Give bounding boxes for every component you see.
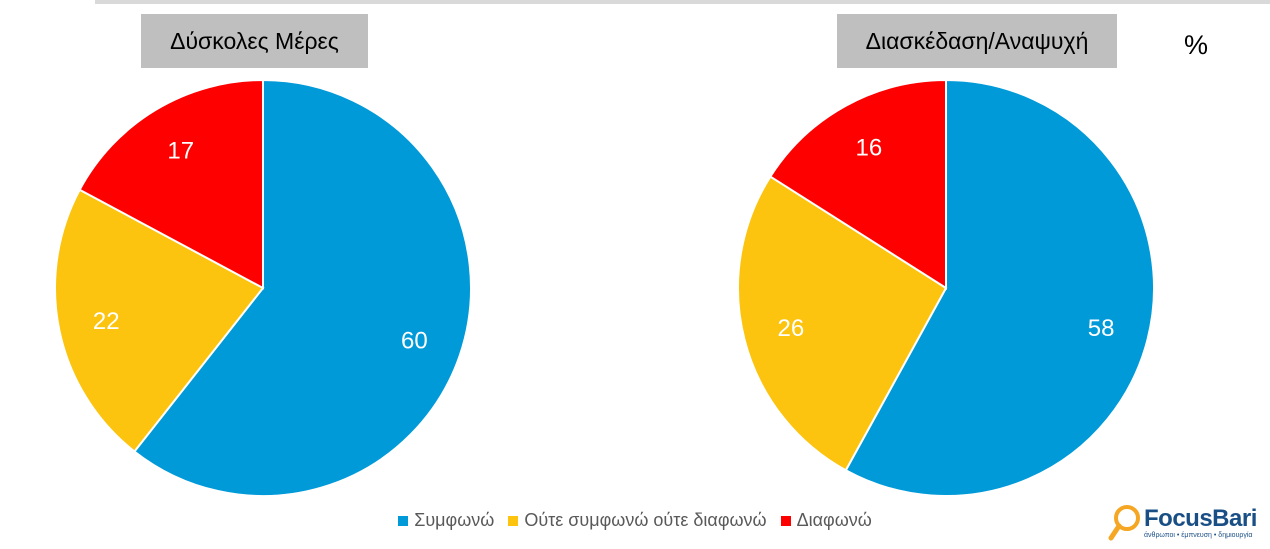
pie1-label-agree: 60 xyxy=(401,327,428,354)
legend-swatch-neutral xyxy=(508,515,519,526)
pie1-slice-agree xyxy=(133,78,472,497)
pie2-slice-disagree xyxy=(768,78,947,290)
pie1-label-neutral: 22 xyxy=(93,308,120,335)
pie1-label-disagree: 17 xyxy=(167,138,194,165)
pie2-label-agree: 58 xyxy=(1088,315,1115,342)
legend-swatch-agree xyxy=(398,515,409,526)
legend-item-agree: Συμφωνώ xyxy=(398,510,494,531)
legend-item-disagree: Διαφωνώ xyxy=(780,510,872,531)
legend-swatch-disagree xyxy=(780,515,791,526)
pie2-slice-neutral xyxy=(737,175,948,472)
percent-unit-label: % xyxy=(1184,30,1209,60)
pie2-label-disagree: 16 xyxy=(855,135,882,162)
legend-item-neutral: Ούτε συμφωνώ ούτε διαφωνώ xyxy=(508,510,767,531)
legend: Συμφωνώ Ούτε συμφωνώ ούτε διαφωνώ Διαφων… xyxy=(0,510,1270,531)
focusbari-logo: FocusBari άνθρωποι • έμπνευση • δημιουργ… xyxy=(1108,502,1258,544)
pie2-slice-agree xyxy=(844,78,1155,497)
magnifier-icon xyxy=(1108,505,1140,541)
pie1-slice-neutral xyxy=(54,188,265,453)
pie2-label-neutral: 26 xyxy=(778,315,805,342)
pie1-slice-disagree xyxy=(78,78,264,290)
chart-title-right: Διασκέδαση/Αναψυχή xyxy=(837,14,1117,68)
top-divider xyxy=(95,0,1270,4)
logo-tagline: άνθρωποι • έμπνευση • δημιουργία xyxy=(1144,532,1253,539)
chart-title-left: Δύσκολες Μέρες xyxy=(141,14,368,68)
legend-label-neutral: Ούτε συμφωνώ ούτε διαφωνώ xyxy=(524,510,767,530)
legend-label-agree: Συμφωνώ xyxy=(414,510,495,530)
legend-label-disagree: Διαφωνώ xyxy=(796,510,872,530)
logo-text: FocusBari xyxy=(1144,505,1257,532)
